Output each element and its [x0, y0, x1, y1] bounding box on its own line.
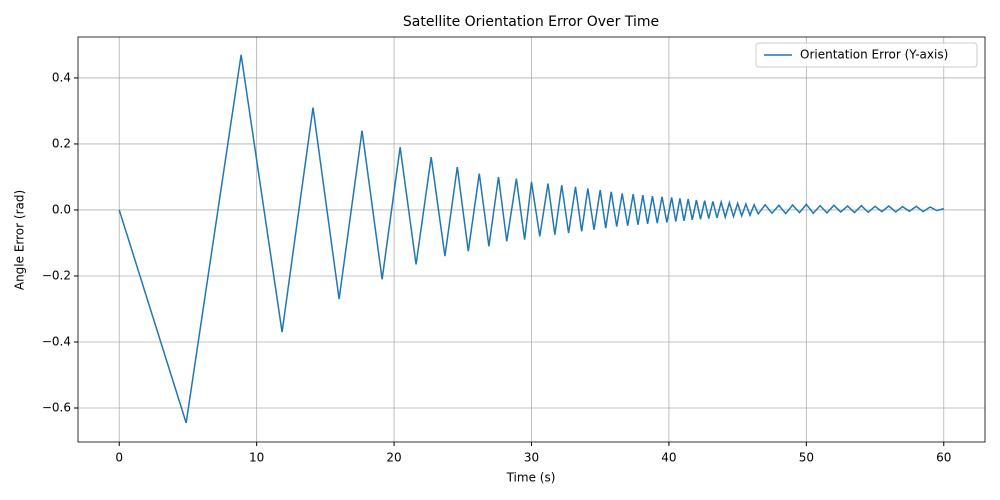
- x-axis-label: Time (s): [506, 471, 556, 485]
- legend-label: Orientation Error (Y-axis): [800, 48, 948, 62]
- plot-frame: [77, 36, 986, 443]
- legend-box: [755, 42, 978, 68]
- x-tick-label: 20: [386, 451, 401, 465]
- x-tick-label: 40: [661, 451, 676, 465]
- x-tick-label: 0: [115, 451, 123, 465]
- chart-title: Satellite Orientation Error Over Time: [403, 14, 659, 30]
- y-tick-label: −0.6: [42, 401, 71, 415]
- y-tick-label: 0.2: [52, 136, 71, 150]
- x-tick-label: 60: [936, 451, 951, 465]
- y-tick-label: −0.2: [42, 268, 71, 282]
- y-tick-label: 0.4: [52, 70, 71, 84]
- x-tick-label: 30: [524, 451, 539, 465]
- x-tick-label: 10: [249, 451, 264, 465]
- y-tick-label: −0.4: [42, 334, 71, 348]
- x-tick-label: 50: [799, 451, 814, 465]
- y-tick-label: 0.0: [52, 202, 71, 216]
- data-line: [118, 54, 944, 424]
- y-axis-label: Angle Error (rad): [13, 190, 27, 290]
